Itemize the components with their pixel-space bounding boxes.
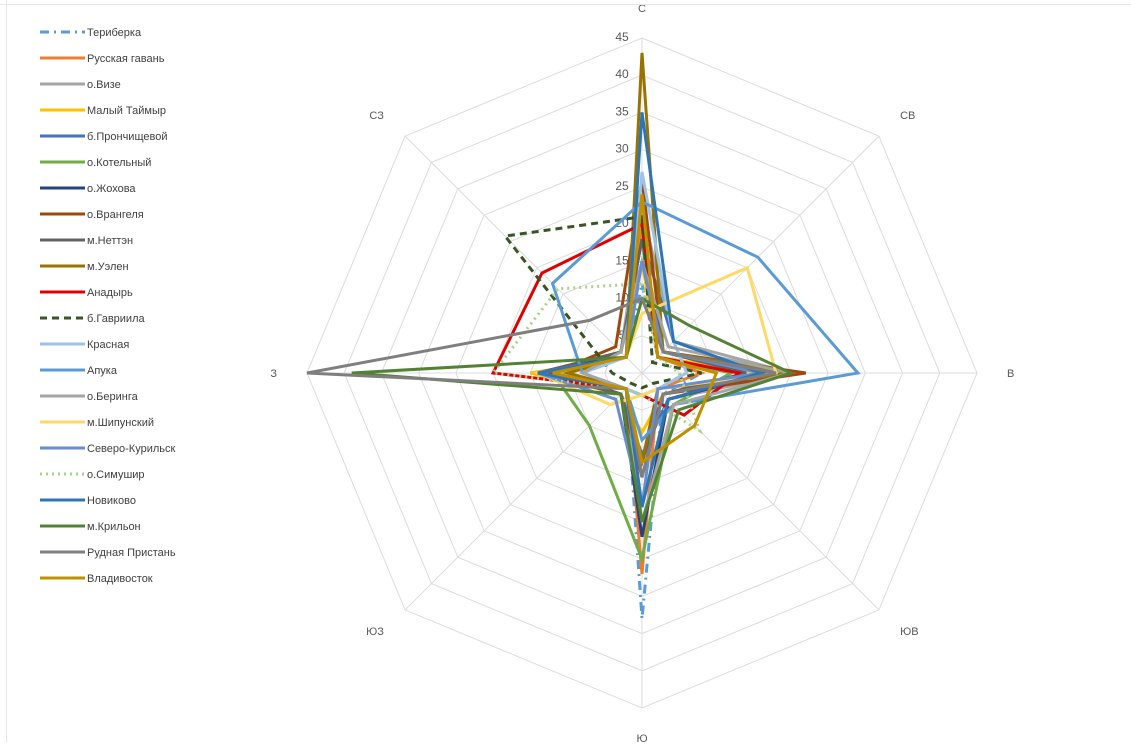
legend-label: Териберка xyxy=(87,27,142,39)
legend-entry[interactable]: м.Уэлен xyxy=(40,261,129,273)
series-line-item-21 xyxy=(552,194,719,465)
legend-label: б.Прончищевой xyxy=(87,131,167,143)
legend-label: м.Уэлен xyxy=(87,261,129,273)
legend-entry[interactable]: Красная xyxy=(40,339,129,351)
legend-label: Северо-Курильск xyxy=(87,443,175,455)
tick-label: 40 xyxy=(615,67,629,81)
legend-label: Владивосток xyxy=(87,573,153,585)
legend-label: м.Неттэн xyxy=(87,235,133,247)
grid-spoke-1 xyxy=(641,135,880,374)
legend-label: м.Шипунский xyxy=(87,417,154,429)
series-line-item-13 xyxy=(550,200,861,443)
legend: Териберка Русская гавань о.Визе Малый Таймы… xyxy=(40,27,176,585)
tick-label: 25 xyxy=(615,179,629,193)
legend-label: о.Врангеля xyxy=(87,209,144,221)
legend-label: б.Гавриила xyxy=(87,313,145,325)
legend-entry[interactable]: Русская гавань xyxy=(40,53,165,65)
series-line-item-11 xyxy=(502,214,702,390)
grid-spoke-5 xyxy=(404,372,643,611)
series-line-item-17 xyxy=(490,282,703,435)
legend-entry[interactable]: м.Неттэн xyxy=(40,235,133,247)
legend-entry[interactable]: Новиково xyxy=(40,495,136,507)
legend-label: Рудная Пристань xyxy=(87,547,176,559)
legend-label: Малый Таймыр xyxy=(87,105,166,117)
axis-label: З xyxy=(270,368,277,380)
legend-entry[interactable]: Анадырь xyxy=(40,287,133,299)
legend-entry[interactable]: о.Визе xyxy=(40,79,121,91)
series-line-item-1 xyxy=(537,223,707,575)
series-line-item-3 xyxy=(529,261,762,436)
axis-label: Ю xyxy=(636,733,647,742)
axis-labels: С СВ В ЮВ Ю ЮЗ З СЗ xyxy=(270,3,1014,745)
axis-label: ЮВ xyxy=(900,626,918,638)
legend-label: Красная xyxy=(87,339,129,351)
series-line-item-20 xyxy=(306,296,777,478)
frame-border-left xyxy=(6,0,7,742)
series-line-item-19 xyxy=(351,296,795,523)
tick-label: 15 xyxy=(615,253,629,267)
legend-label: о.Беринга xyxy=(87,391,139,403)
axis-label: СВ xyxy=(900,110,915,122)
legend-entry[interactable]: Северо-Курильск xyxy=(40,443,175,455)
legend-entry[interactable]: б.Прончищевой xyxy=(40,131,167,143)
legend-label: Русская гавань xyxy=(87,53,165,65)
legend-entry[interactable]: Рудная Пристань xyxy=(40,547,176,559)
axis-label: В xyxy=(1007,368,1014,380)
legend-label: о.Котельный xyxy=(87,157,151,169)
legend-entry[interactable]: м.Крильон xyxy=(40,521,141,533)
axis-label: ЮЗ xyxy=(366,626,384,638)
series-lines xyxy=(306,52,861,619)
legend-entry[interactable]: Владивосток xyxy=(40,573,153,585)
legend-entry[interactable]: м.Шипунский xyxy=(40,417,154,429)
legend-entry[interactable]: Апука xyxy=(40,365,118,377)
grid-spoke-7 xyxy=(404,135,643,374)
legend-label: о.Визе xyxy=(87,79,121,91)
legend-entry[interactable]: Малый Таймыр xyxy=(40,105,166,117)
legend-entry[interactable]: о.Котельный xyxy=(40,157,151,169)
tick-label: 45 xyxy=(615,30,629,44)
axis-label: СЗ xyxy=(369,110,384,122)
grid-spoke-3 xyxy=(641,372,880,611)
legend-entry[interactable]: Териберка xyxy=(40,27,142,39)
legend-entry[interactable]: о.Жохова xyxy=(40,183,136,195)
legend-entry[interactable]: о.Врангеля xyxy=(40,209,144,221)
legend-label: Апука xyxy=(87,365,118,377)
axis-label: С xyxy=(638,3,646,15)
tick-label: 30 xyxy=(615,142,629,156)
legend-entry[interactable]: б.Гавриила xyxy=(40,313,145,325)
legend-label: м.Крильон xyxy=(87,521,141,533)
legend-entry[interactable]: о.Беринга xyxy=(40,391,139,403)
tick-label: 35 xyxy=(615,104,629,118)
legend-label: о.Симушир xyxy=(87,469,145,481)
legend-entry[interactable]: о.Симушир xyxy=(40,469,145,481)
legend-label: Новиково xyxy=(87,495,136,507)
frame-border-top xyxy=(0,4,1131,5)
legend-label: о.Жохова xyxy=(87,183,136,195)
legend-label: Анадырь xyxy=(87,287,133,299)
